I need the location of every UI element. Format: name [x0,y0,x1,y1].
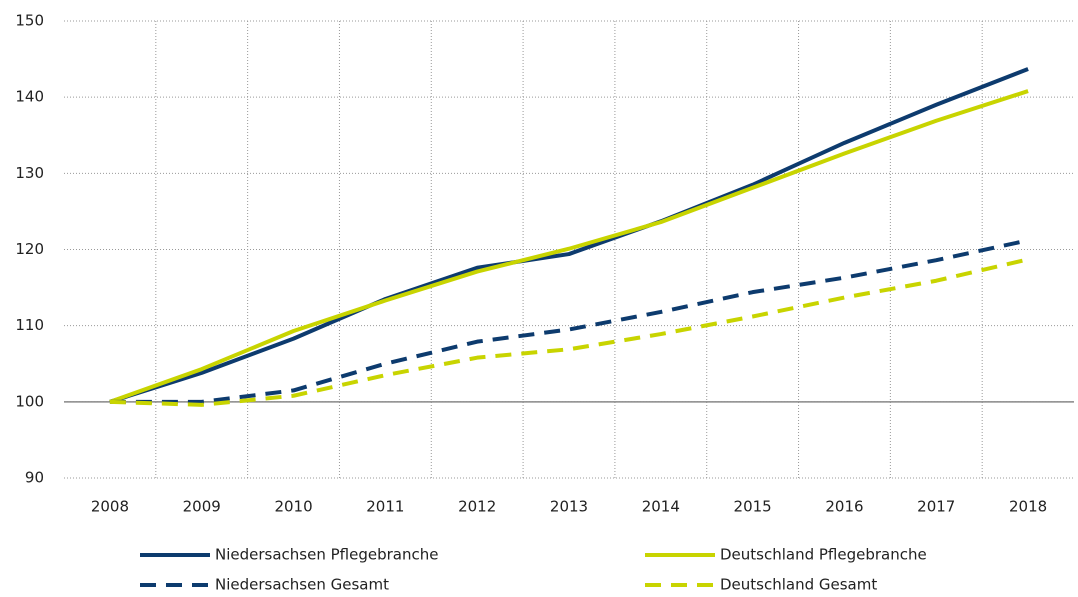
y-tick-label: 130 [15,164,44,182]
x-tick-label: 2017 [917,498,955,516]
x-tick-label: 2008 [91,498,129,516]
x-tick-label: 2018 [1009,498,1047,516]
x-tick-label: 2015 [734,498,772,516]
x-tick-label: 2012 [458,498,496,516]
y-tick-label: 110 [15,316,44,334]
x-tick-label: 2009 [183,498,221,516]
y-tick-label: 90 [25,469,44,487]
series-line [109,257,1029,407]
legend-label: Deutschland Gesamt [720,576,877,594]
x-tick-label: 2016 [825,498,863,516]
legend-label: Deutschland Pflegebranche [720,546,927,564]
y-tick-label: 120 [15,240,44,258]
series-line [109,89,1029,404]
x-tick-label: 2014 [642,498,680,516]
x-tick-label: 2013 [550,498,588,516]
y-tick-label: 100 [15,392,44,410]
x-tick-label: 2011 [366,498,404,516]
x-tick-label: 2010 [274,498,312,516]
y-tick-label: 150 [15,12,44,30]
legend-label: Niedersachsen Pflegebranche [215,546,438,564]
legend-label: Niedersachsen Gesamt [215,576,389,594]
series-line [109,67,1029,404]
y-tick-label: 140 [15,88,44,106]
